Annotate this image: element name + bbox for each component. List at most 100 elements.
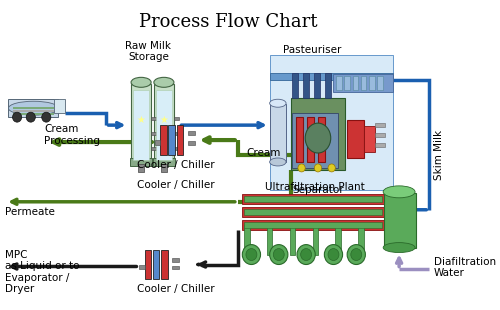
FancyBboxPatch shape: [151, 132, 156, 135]
FancyBboxPatch shape: [244, 222, 382, 228]
FancyBboxPatch shape: [374, 143, 386, 147]
Text: ★: ★: [136, 115, 145, 125]
FancyBboxPatch shape: [361, 76, 366, 90]
FancyBboxPatch shape: [242, 220, 384, 230]
Text: Diafiltration
Water: Diafiltration Water: [434, 257, 496, 278]
FancyBboxPatch shape: [155, 140, 160, 145]
Text: Process Flow Chart: Process Flow Chart: [140, 13, 318, 31]
FancyBboxPatch shape: [168, 125, 175, 155]
FancyBboxPatch shape: [12, 113, 53, 115]
FancyBboxPatch shape: [144, 250, 151, 279]
FancyBboxPatch shape: [160, 125, 166, 155]
FancyBboxPatch shape: [161, 164, 166, 172]
FancyBboxPatch shape: [174, 132, 180, 135]
Ellipse shape: [383, 243, 415, 253]
FancyBboxPatch shape: [8, 99, 58, 117]
FancyBboxPatch shape: [12, 107, 53, 109]
Circle shape: [347, 245, 366, 264]
FancyBboxPatch shape: [267, 225, 272, 255]
FancyBboxPatch shape: [374, 123, 386, 127]
Circle shape: [300, 249, 312, 260]
FancyBboxPatch shape: [172, 265, 180, 269]
FancyBboxPatch shape: [154, 84, 174, 162]
FancyBboxPatch shape: [151, 147, 156, 150]
FancyBboxPatch shape: [270, 104, 286, 162]
FancyBboxPatch shape: [172, 258, 180, 262]
FancyBboxPatch shape: [336, 225, 341, 255]
FancyBboxPatch shape: [138, 164, 144, 172]
FancyBboxPatch shape: [344, 76, 350, 90]
Ellipse shape: [270, 99, 286, 107]
Ellipse shape: [383, 186, 415, 198]
FancyBboxPatch shape: [176, 125, 183, 155]
Text: Separator: Separator: [292, 185, 344, 195]
FancyBboxPatch shape: [270, 55, 392, 190]
FancyBboxPatch shape: [242, 194, 384, 204]
FancyBboxPatch shape: [12, 110, 53, 112]
Circle shape: [351, 249, 362, 260]
FancyBboxPatch shape: [352, 76, 358, 90]
Text: Cooler / Chiller: Cooler / Chiller: [137, 160, 214, 170]
FancyBboxPatch shape: [336, 76, 342, 90]
Circle shape: [242, 245, 260, 264]
Circle shape: [42, 112, 51, 122]
FancyBboxPatch shape: [318, 117, 326, 162]
Circle shape: [12, 112, 22, 122]
Text: Permeate: Permeate: [6, 207, 55, 217]
Circle shape: [26, 112, 36, 122]
FancyBboxPatch shape: [358, 225, 364, 255]
FancyBboxPatch shape: [153, 250, 160, 279]
Text: MPC
as Liquid or to
Evaporator /
Dryer: MPC as Liquid or to Evaporator / Dryer: [6, 250, 80, 294]
Ellipse shape: [131, 78, 151, 87]
FancyBboxPatch shape: [296, 117, 304, 162]
FancyBboxPatch shape: [140, 264, 144, 269]
FancyBboxPatch shape: [188, 131, 195, 135]
FancyBboxPatch shape: [290, 225, 295, 255]
Ellipse shape: [305, 123, 330, 153]
FancyBboxPatch shape: [377, 76, 382, 90]
FancyBboxPatch shape: [156, 90, 172, 160]
Circle shape: [314, 164, 322, 172]
FancyBboxPatch shape: [326, 73, 330, 98]
Text: Pasteuriser: Pasteuriser: [284, 46, 342, 55]
FancyBboxPatch shape: [270, 73, 392, 80]
FancyBboxPatch shape: [242, 207, 384, 217]
Ellipse shape: [8, 101, 58, 115]
FancyBboxPatch shape: [314, 73, 320, 98]
FancyBboxPatch shape: [244, 209, 382, 215]
FancyBboxPatch shape: [131, 84, 151, 162]
Text: Raw Milk
Storage: Raw Milk Storage: [126, 41, 172, 62]
FancyBboxPatch shape: [334, 74, 392, 92]
Text: Ultrafiltration Plant: Ultrafiltration Plant: [266, 182, 365, 192]
FancyBboxPatch shape: [133, 90, 150, 160]
Text: Cooler / Chiller: Cooler / Chiller: [137, 180, 214, 190]
FancyBboxPatch shape: [364, 126, 374, 152]
FancyBboxPatch shape: [188, 141, 195, 145]
FancyBboxPatch shape: [304, 73, 309, 98]
Ellipse shape: [154, 78, 174, 87]
FancyBboxPatch shape: [244, 225, 250, 255]
FancyBboxPatch shape: [307, 117, 314, 162]
FancyBboxPatch shape: [374, 133, 386, 137]
FancyBboxPatch shape: [347, 120, 364, 158]
Text: Skim Milk: Skim Milk: [434, 130, 444, 180]
FancyBboxPatch shape: [174, 147, 180, 150]
Text: Cream: Cream: [246, 148, 280, 158]
FancyBboxPatch shape: [312, 225, 318, 255]
Circle shape: [246, 249, 257, 260]
Text: Cream
Processing: Cream Processing: [44, 124, 100, 146]
Circle shape: [328, 249, 339, 260]
FancyBboxPatch shape: [244, 196, 382, 202]
Text: Cooler / Chiller: Cooler / Chiller: [137, 284, 214, 294]
FancyBboxPatch shape: [174, 117, 180, 120]
Circle shape: [298, 164, 305, 172]
Circle shape: [270, 245, 288, 264]
Circle shape: [324, 245, 342, 264]
FancyBboxPatch shape: [290, 98, 346, 170]
FancyBboxPatch shape: [384, 193, 416, 248]
Text: ★: ★: [160, 115, 168, 125]
FancyBboxPatch shape: [161, 250, 168, 279]
FancyBboxPatch shape: [369, 76, 374, 90]
FancyBboxPatch shape: [292, 113, 338, 168]
Ellipse shape: [270, 158, 286, 166]
